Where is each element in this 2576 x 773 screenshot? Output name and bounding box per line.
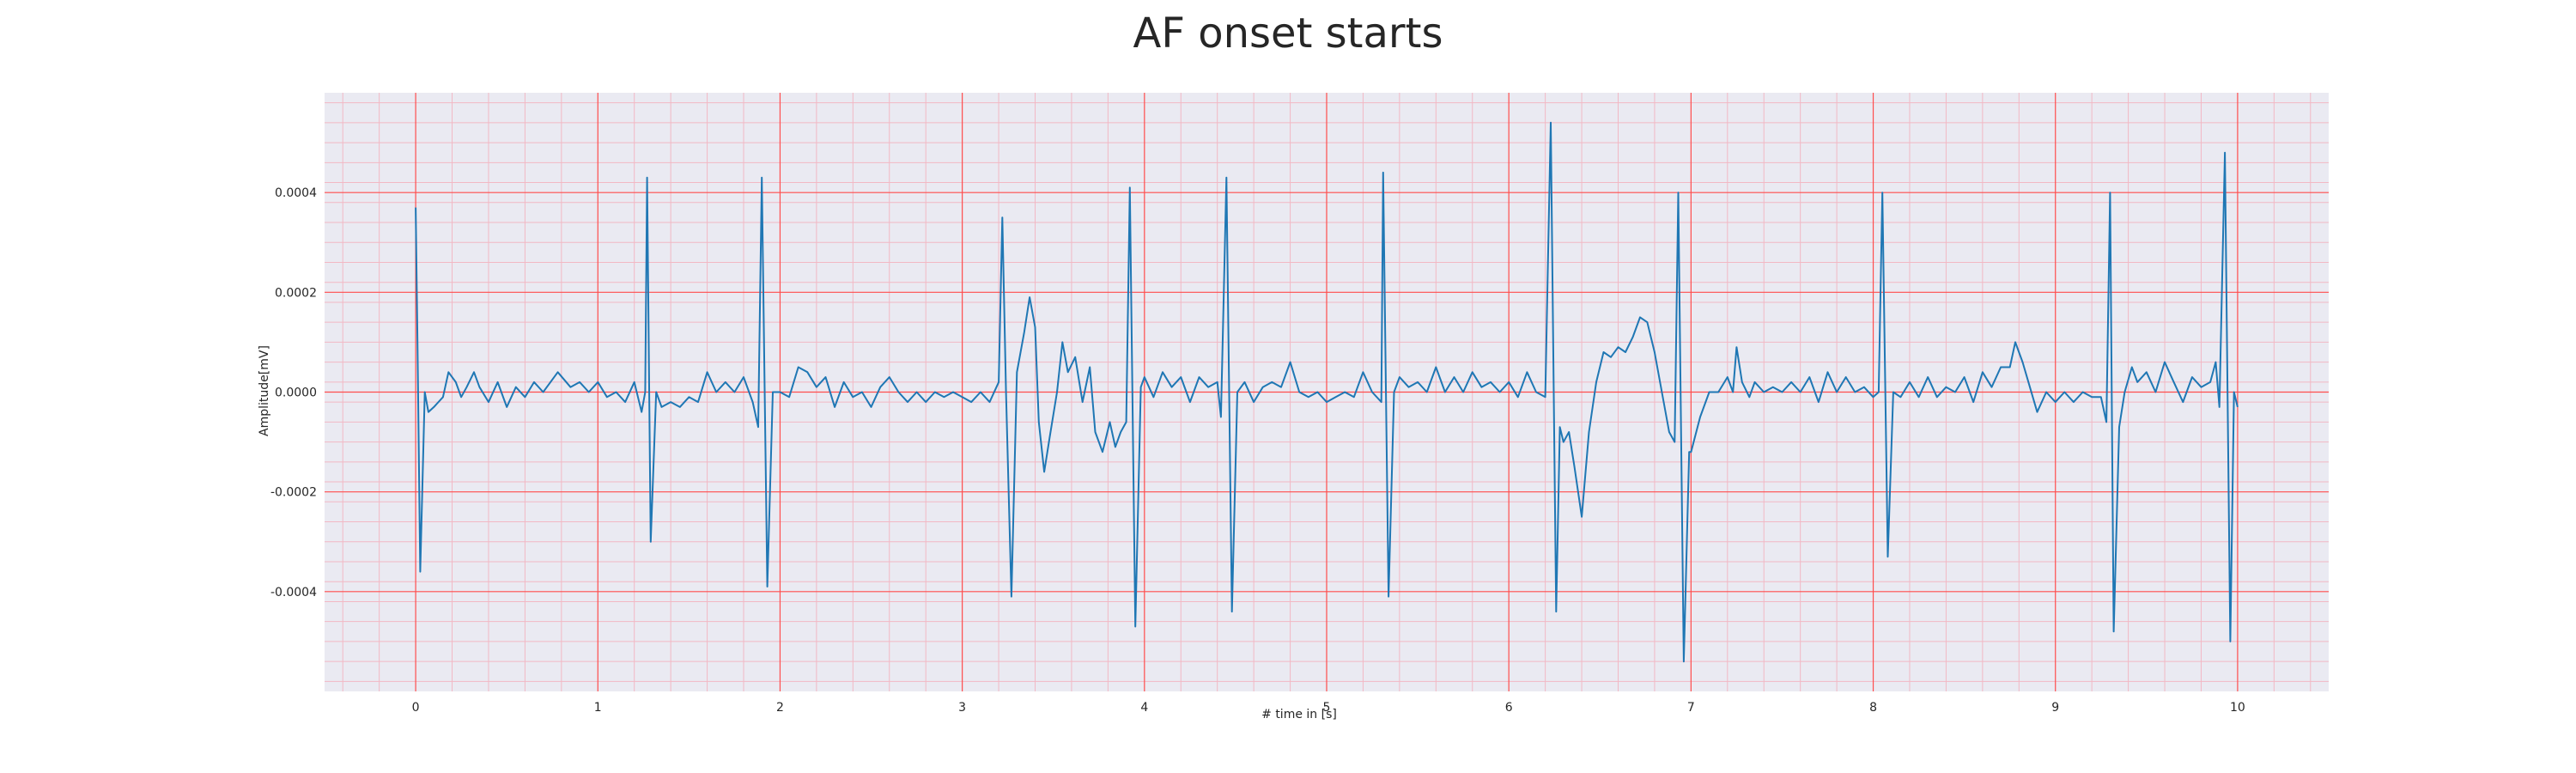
x-tick-label: 9 [2051, 701, 2059, 715]
y-tick-label: -0.0002 [270, 486, 317, 500]
x-tick-label: 4 [1140, 701, 1148, 715]
x-tick-label: 3 [958, 701, 966, 715]
x-tick-label: 10 [2230, 701, 2245, 715]
chart-title: AF onset starts [1133, 9, 1443, 58]
x-tick-label: 1 [594, 701, 602, 715]
y-axis-ticks: -0.0004 -0.0002 0.0000 0.0002 0.0004 [270, 186, 317, 600]
x-tick-label: 8 [1869, 701, 1877, 715]
x-tick-label: 5 [1323, 701, 1331, 715]
y-tick-label: 0.0000 [275, 386, 317, 400]
ecg-series-line [415, 121, 2239, 663]
major-grid [325, 93, 2329, 691]
y-axis-label: Amplitude[mV] [258, 345, 271, 436]
x-axis-label: # time in [s] [1261, 708, 1337, 721]
x-tick-label: 6 [1505, 701, 1513, 715]
x-tick-label: 0 [412, 701, 420, 715]
x-axis-ticks: 0 1 2 3 4 5 6 7 8 9 10 [412, 701, 2245, 715]
y-tick-label: -0.0004 [270, 586, 317, 600]
x-tick-label: 2 [776, 701, 784, 715]
x-tick-label: 7 [1687, 701, 1695, 715]
y-tick-label: 0.0004 [275, 186, 317, 200]
y-tick-label: 0.0002 [275, 286, 317, 300]
